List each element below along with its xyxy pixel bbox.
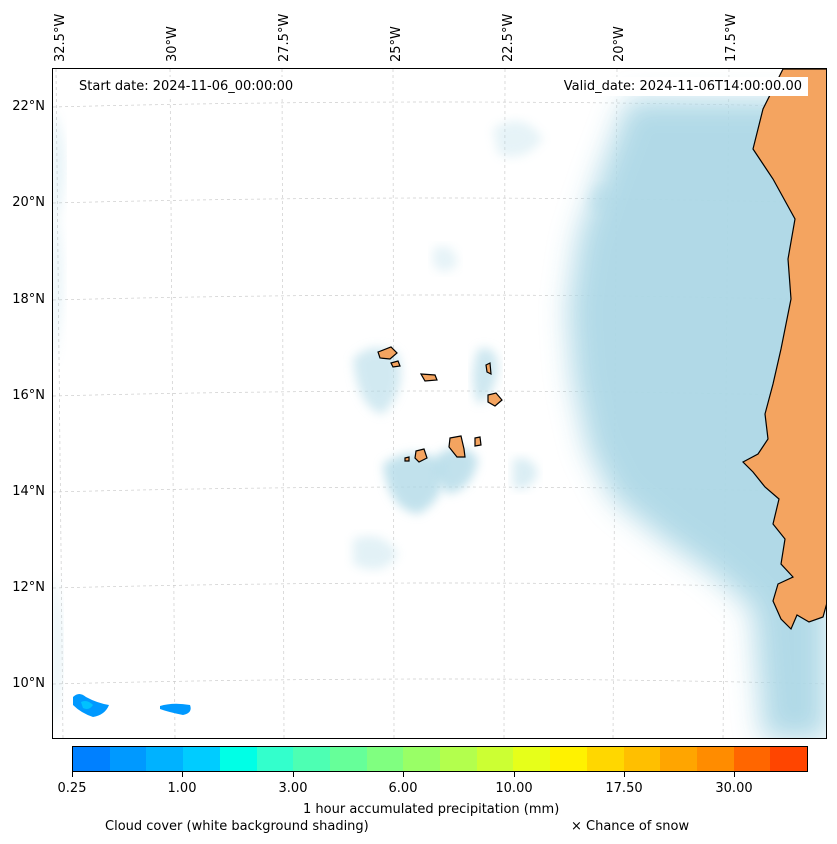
colorbar-segment [109,747,147,771]
colorbar-segment [183,747,220,771]
map-canvas [53,69,826,738]
colorbar-segment [550,747,587,771]
longitude-label: 17.5°W [724,13,739,62]
colorbar-tick [293,772,294,777]
precipitation-colorbar [72,746,808,772]
longitude-label: 20°W [612,26,627,62]
colorbar-label: 1 hour accumulated precipitation (mm) [303,802,560,817]
precipitation-areas [73,694,191,717]
latitude-label: 14°N [12,484,45,499]
map-panel[interactable]: Start date: 2024-11-06_00:00:00 Valid_da… [52,68,827,739]
colorbar-tick [72,772,73,777]
colorbar-segment [696,747,734,771]
colorbar-segment [73,747,110,771]
colorbar-segment [146,747,184,771]
cloud-cover-caption: Cloud cover (white background shading) [105,819,369,834]
longitude-label: 25°W [389,26,404,62]
colorbar-segment [293,747,330,771]
colorbar-tick-label: 10.00 [495,781,533,796]
colorbar-segment [366,747,404,771]
latitude-label: 12°N [12,580,45,595]
colorbar-tick-label: 3.00 [278,781,308,796]
colorbar-tick [734,772,735,777]
colorbar-segment [329,747,367,771]
colorbar-segment [586,747,624,771]
colorbar-segment [733,747,771,771]
colorbar-segment [256,747,294,771]
colorbar-tick-label: 17.50 [605,781,643,796]
latitude-label: 22°N [12,99,45,114]
colorbar-segment [440,747,477,771]
latitude-label: 10°N [12,676,45,691]
colorbar-segment [770,747,808,771]
colorbar-segment [476,747,514,771]
graticule [53,69,826,738]
valid-date-label: Valid_date: 2024-11-06T14:00:00.00 [557,77,808,96]
colorbar-segment [660,747,697,771]
start-date-label: Start date: 2024-11-06_00:00:00 [73,77,300,96]
colorbar-tick-label: 0.25 [57,781,87,796]
longitude-label: 32.5°W [53,13,68,62]
snow-caption: × Chance of snow [571,819,690,834]
latitude-label: 18°N [12,292,45,307]
colorbar-segment [623,747,661,771]
latitude-label: 16°N [12,388,45,403]
colorbar-segment [403,747,441,771]
colorbar-tick-label: 6.00 [388,781,418,796]
latitude-label: 20°N [12,195,45,210]
colorbar-tick-label: 1.00 [167,781,197,796]
colorbar-tick [403,772,404,777]
cloud-cover-shading [53,99,826,738]
colorbar-tick [624,772,625,777]
colorbar-tick [514,772,515,777]
longitude-label: 27.5°W [277,13,292,62]
longitude-label: 22.5°W [501,13,516,62]
colorbar-tick [182,772,183,777]
colorbar-segment [513,747,551,771]
longitude-label: 30°W [165,26,180,62]
land-masses [377,69,826,631]
colorbar-tick-label: 30.00 [715,781,753,796]
colorbar-segment [219,747,257,771]
